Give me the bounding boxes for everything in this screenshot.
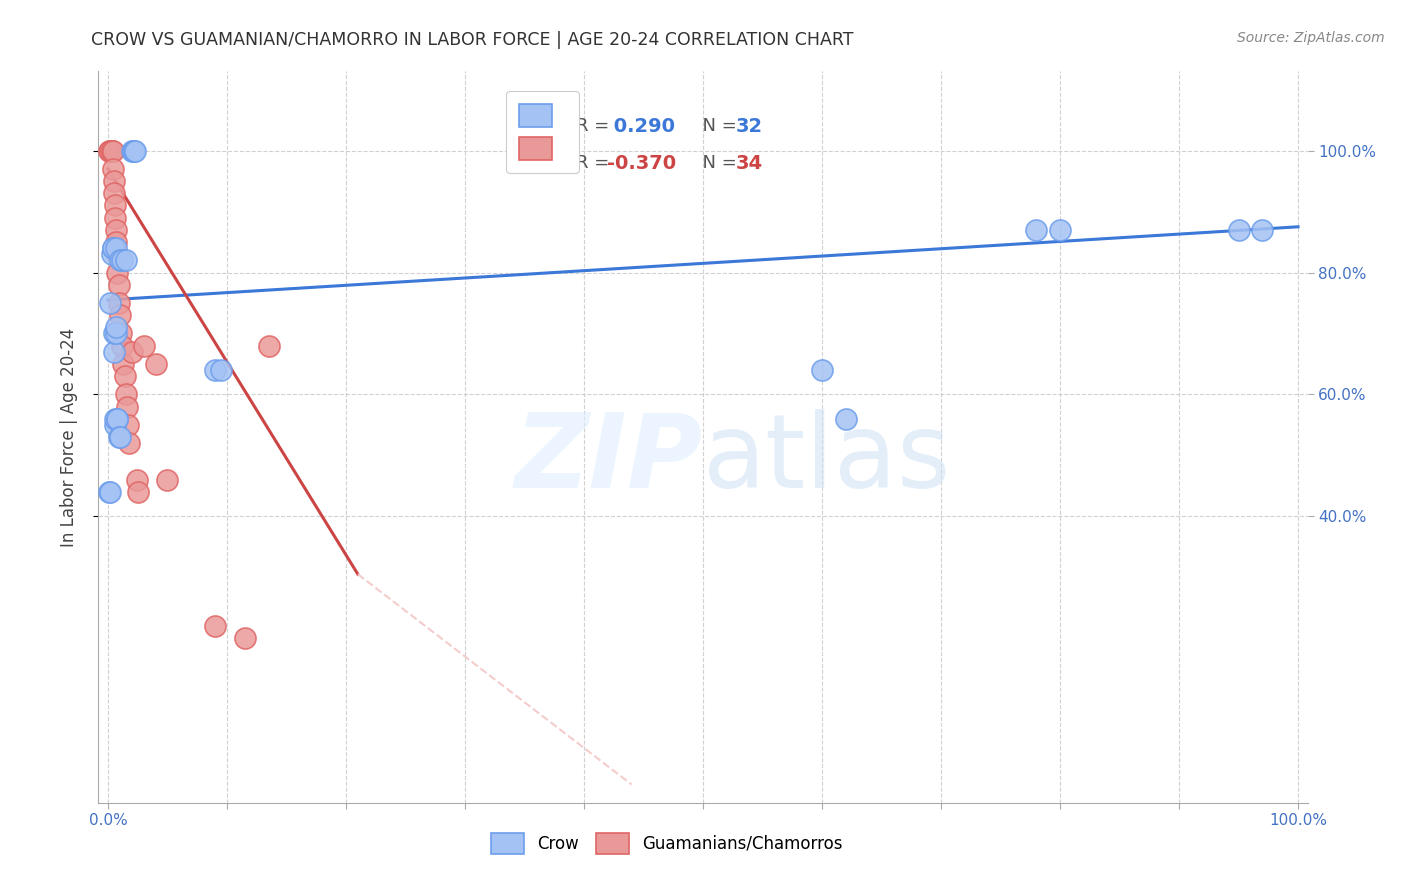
- Point: [1251, 223, 1274, 237]
- Point: [121, 344, 143, 359]
- Text: -0.370: -0.370: [607, 154, 676, 173]
- Point: [204, 619, 226, 633]
- Point: [107, 277, 129, 292]
- Point: [115, 400, 138, 414]
- Text: Source: ZipAtlas.com: Source: ZipAtlas.com: [1237, 31, 1385, 45]
- Point: [110, 326, 132, 341]
- Point: [209, 363, 232, 377]
- Point: [103, 326, 125, 341]
- Point: [1049, 223, 1071, 237]
- Text: 34: 34: [735, 154, 763, 173]
- Point: [114, 369, 136, 384]
- Point: [103, 186, 125, 201]
- Point: [103, 174, 125, 188]
- Point: [107, 411, 129, 425]
- Point: [101, 241, 124, 255]
- Point: [98, 485, 121, 500]
- Point: [103, 344, 125, 359]
- Point: [107, 430, 129, 444]
- Point: [101, 241, 124, 255]
- Point: [100, 144, 122, 158]
- Point: [132, 338, 155, 352]
- Point: [98, 485, 121, 500]
- Point: [117, 417, 139, 432]
- Text: R =: R =: [576, 154, 614, 172]
- Point: [107, 247, 129, 261]
- Text: N =: N =: [690, 154, 742, 172]
- Point: [114, 387, 136, 401]
- Point: [100, 144, 122, 158]
- Point: [114, 253, 136, 268]
- Y-axis label: In Labor Force | Age 20-24: In Labor Force | Age 20-24: [59, 327, 77, 547]
- Point: [233, 632, 256, 646]
- Text: 32: 32: [735, 118, 763, 136]
- Point: [122, 144, 145, 158]
- Point: [125, 473, 148, 487]
- Point: [145, 357, 167, 371]
- Point: [98, 296, 121, 310]
- Point: [105, 223, 128, 237]
- Point: [98, 144, 121, 158]
- Text: 0.290: 0.290: [607, 118, 675, 136]
- Point: [105, 320, 128, 334]
- Text: ZIP: ZIP: [515, 409, 703, 509]
- Point: [204, 363, 226, 377]
- Point: [107, 411, 129, 425]
- Point: [105, 241, 128, 255]
- Point: [121, 144, 143, 158]
- Point: [98, 144, 121, 158]
- Point: [108, 308, 131, 322]
- Point: [122, 144, 145, 158]
- Point: [101, 144, 124, 158]
- Text: CROW VS GUAMANIAN/CHAMORRO IN LABOR FORCE | AGE 20-24 CORRELATION CHART: CROW VS GUAMANIAN/CHAMORRO IN LABOR FORC…: [91, 31, 853, 49]
- Point: [1227, 223, 1250, 237]
- Point: [156, 473, 179, 487]
- Text: atlas: atlas: [703, 409, 952, 509]
- Point: [811, 363, 834, 377]
- Point: [1025, 223, 1047, 237]
- Point: [105, 235, 128, 249]
- Point: [118, 436, 141, 450]
- Point: [835, 411, 858, 425]
- Point: [105, 326, 128, 341]
- Point: [111, 338, 134, 352]
- Text: N =: N =: [690, 118, 742, 136]
- Point: [112, 357, 135, 371]
- Point: [104, 211, 127, 225]
- Point: [108, 430, 131, 444]
- Legend: Crow, Guamanians/Chamorros: Crow, Guamanians/Chamorros: [484, 827, 849, 860]
- Point: [127, 485, 149, 500]
- Point: [107, 265, 129, 279]
- Text: R =: R =: [576, 118, 614, 136]
- Point: [104, 198, 127, 212]
- Point: [100, 247, 122, 261]
- Point: [111, 253, 134, 268]
- Point: [104, 411, 127, 425]
- Point: [108, 253, 131, 268]
- Point: [101, 161, 124, 176]
- Point: [257, 338, 280, 352]
- Point: [124, 144, 146, 158]
- Point: [107, 296, 129, 310]
- Point: [104, 417, 127, 432]
